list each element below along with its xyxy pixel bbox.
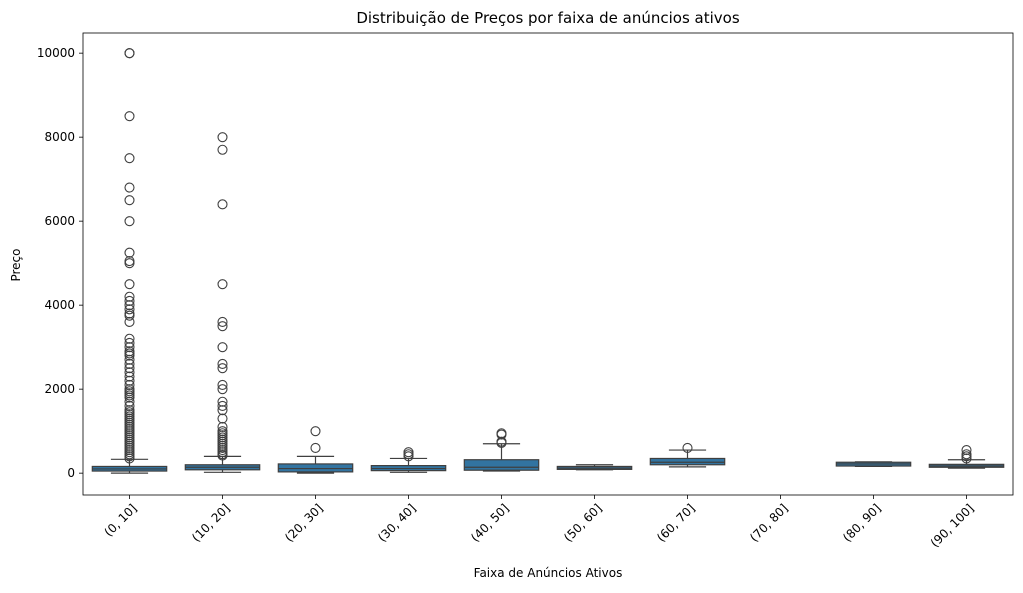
y-axis-label: Preço — [9, 248, 23, 281]
chart-title: Distribuição de Preços por faixa de anún… — [356, 9, 740, 27]
outlier-point — [682, 442, 693, 454]
outlier-point — [496, 437, 507, 448]
y-tick-label: 10000 — [37, 46, 75, 60]
y-tick-label: 0 — [67, 466, 75, 480]
outlier-point — [124, 342, 135, 353]
outlier-point — [124, 379, 135, 391]
outlier-point — [217, 405, 228, 416]
outlier-point — [124, 304, 135, 315]
outlier-point — [217, 379, 228, 391]
outlier-point — [217, 450, 228, 461]
outlier-point — [124, 316, 135, 328]
outlier-point — [124, 195, 135, 206]
plot-frame — [82, 32, 1014, 496]
outlier-point — [124, 350, 135, 361]
x-axis-label: Faixa de Anúncios Ativos — [474, 566, 623, 580]
outlier-point — [217, 400, 228, 412]
outlier-point — [217, 321, 228, 332]
outlier-point — [124, 371, 135, 382]
outlier-point — [124, 358, 135, 370]
outlier-point — [217, 316, 228, 328]
outlier-point — [124, 153, 135, 164]
outlier-point — [217, 358, 228, 370]
outlier-point — [124, 375, 135, 386]
outlier-point — [124, 396, 135, 407]
outlier-point — [310, 442, 321, 454]
outlier-point — [217, 384, 228, 395]
outlier-point — [124, 367, 135, 378]
outlier-point — [310, 426, 321, 437]
outlier-point — [496, 429, 507, 440]
outlier-point — [217, 342, 228, 353]
outlier-point — [124, 258, 135, 269]
outlier-point — [217, 132, 228, 143]
outlier-point — [124, 291, 135, 302]
outlier-point — [217, 396, 228, 407]
outlier-point — [124, 111, 135, 122]
outlier-point — [124, 216, 135, 227]
y-tick-label: 8000 — [44, 130, 75, 144]
outlier-point — [961, 445, 972, 456]
outlier-point — [124, 310, 135, 321]
outlier-point — [217, 413, 228, 424]
outlier-point — [217, 279, 228, 290]
y-tick-label: 6000 — [44, 214, 75, 228]
outlier-point — [217, 363, 228, 374]
outlier-point — [124, 400, 135, 412]
outlier-point — [124, 392, 135, 403]
outlier-point — [124, 337, 135, 349]
outlier-point — [124, 300, 135, 311]
outlier-point — [124, 363, 135, 374]
outlier-point — [217, 199, 228, 210]
outlier-point — [124, 333, 135, 344]
box-iqr — [463, 459, 540, 471]
outlier-point — [124, 247, 135, 258]
outlier-point — [124, 453, 135, 464]
outlier-point — [124, 182, 135, 193]
y-tick-label: 2000 — [44, 382, 75, 396]
outlier-point — [961, 453, 972, 464]
y-tick-label: 4000 — [44, 298, 75, 312]
outlier-point — [403, 451, 414, 462]
outlier-point — [124, 354, 135, 365]
outlier-point — [217, 144, 228, 155]
box-iqr — [649, 457, 726, 466]
box-iqr — [277, 463, 354, 473]
outlier-point — [217, 421, 228, 433]
outlier-point — [124, 279, 135, 290]
outlier-point — [124, 48, 135, 59]
outlier-point — [124, 295, 135, 307]
